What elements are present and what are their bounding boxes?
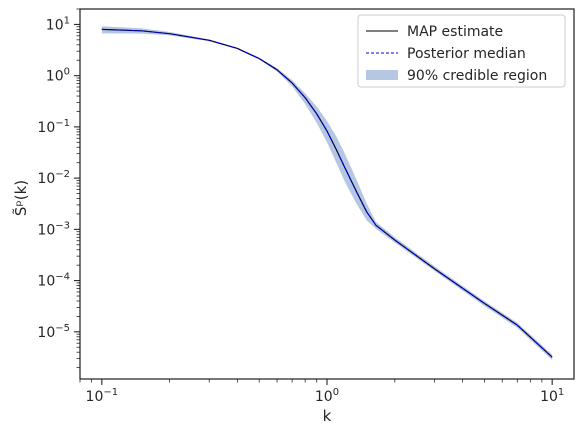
x-tick-label: 101 (540, 387, 564, 405)
y-tick-label: 10−4 (37, 272, 70, 290)
legend-median-label: Posterior median (407, 46, 526, 62)
posterior-median-line (101, 28, 553, 358)
legend-band-label: 90% credible region (407, 68, 547, 84)
y-tick-label: 10−3 (37, 220, 70, 238)
y-tick-label: 10−5 (37, 323, 70, 341)
legend-map-label: MAP estimate (407, 24, 503, 40)
y-tick-label: 10−1 (37, 118, 70, 136)
axes: 10−1 100 101 101 100 10−1 10−2 10−3 10−4 10−5 (37, 8, 575, 405)
y-tick-label: 10−2 (37, 169, 70, 187)
legend-band-swatch (366, 70, 398, 80)
x-axis-label: k (323, 407, 332, 425)
legend-frame (357, 14, 566, 88)
y-tick-label: 100 (46, 67, 70, 85)
y-tick-label: 101 (46, 15, 70, 33)
y-axis-label: S̃ᵖ(k) (11, 180, 30, 216)
x-tick-label: 10−1 (86, 387, 119, 405)
x-tick-label: 100 (315, 387, 339, 405)
plot-area (101, 26, 553, 361)
legend: MAP estimate Posterior median 90% credib… (357, 14, 566, 88)
